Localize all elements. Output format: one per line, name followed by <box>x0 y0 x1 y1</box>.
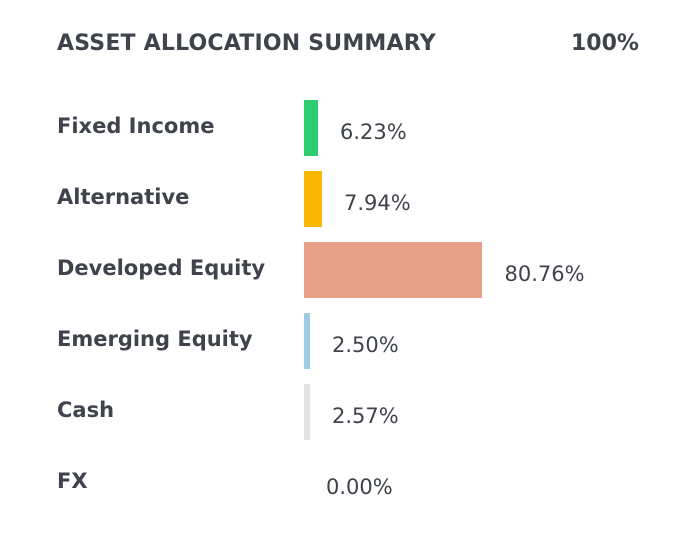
value-label: 6.23% <box>340 120 407 144</box>
category-label: Fixed Income <box>57 114 215 138</box>
value-label: 80.76% <box>504 262 585 286</box>
value-label: 2.57% <box>332 404 399 428</box>
category-label: Emerging Equity <box>57 327 253 351</box>
category-label: Cash <box>57 398 115 422</box>
allocation-bar <box>304 384 310 440</box>
value-label: 0.00% <box>326 475 393 499</box>
total-percentage: 100% <box>571 31 639 56</box>
category-label: FX <box>57 469 88 493</box>
category-label: Developed Equity <box>57 256 266 280</box>
allocation-bar <box>304 171 322 227</box>
allocation-bar <box>304 313 310 369</box>
value-label: 2.50% <box>332 333 399 357</box>
category-label: Alternative <box>57 185 190 209</box>
allocation-bar <box>304 242 483 298</box>
value-label: 7.94% <box>344 191 411 215</box>
chart-title: ASSET ALLOCATION SUMMARY <box>57 31 436 56</box>
allocation-bar <box>304 100 318 156</box>
